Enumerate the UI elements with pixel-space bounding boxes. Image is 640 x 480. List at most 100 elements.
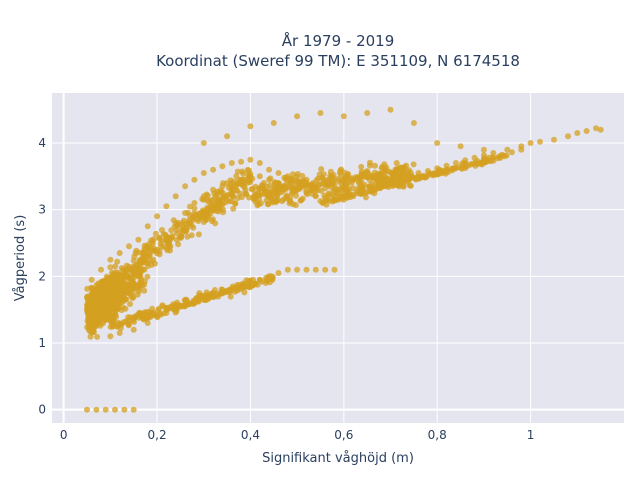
x-tick-label: 0,4 <box>241 428 260 442</box>
scatter-point <box>378 178 385 185</box>
scatter-point <box>164 245 170 252</box>
scatter-point <box>234 195 241 201</box>
scatter-point <box>407 182 414 189</box>
scatter-point <box>126 263 132 270</box>
scatter-point <box>191 205 198 212</box>
scatter-point <box>98 266 104 273</box>
scatter-point <box>224 192 231 199</box>
scatter-point <box>247 156 254 163</box>
scatter-point <box>471 160 478 166</box>
y-tick-label: 2 <box>38 269 46 283</box>
scatter-point <box>495 155 501 162</box>
scatter-point <box>377 170 384 177</box>
scatter-point <box>116 250 123 256</box>
y-tick-label: 4 <box>38 136 46 150</box>
scatter-point <box>452 160 459 166</box>
scatter-point <box>184 225 190 232</box>
scatter-point <box>471 154 478 161</box>
scatter-point <box>508 149 515 156</box>
scatter-point <box>228 180 235 186</box>
scatter-point <box>133 284 140 291</box>
x-tick-label: 1 <box>527 428 535 442</box>
scatter-point <box>205 210 212 217</box>
scatter-point <box>122 280 129 287</box>
data-points <box>84 106 604 413</box>
scatter-point <box>228 198 235 205</box>
scatter-point <box>266 166 273 173</box>
scatter-point <box>317 110 324 116</box>
scatter-point <box>230 205 237 212</box>
scatter-point <box>393 160 400 166</box>
scatter-point <box>322 185 329 192</box>
scatter-point <box>191 200 198 206</box>
scatter-point <box>186 220 193 227</box>
scatter-point <box>335 177 342 184</box>
scatter-point <box>434 140 441 146</box>
scatter-point <box>574 130 581 136</box>
scatter-point <box>179 220 186 226</box>
scatter-point <box>256 160 263 166</box>
scatter-point <box>266 273 273 280</box>
scatter-point <box>316 171 323 178</box>
scatter-point <box>462 157 469 164</box>
scatter-point <box>156 305 162 312</box>
scatter-point <box>214 198 221 205</box>
scatter-point <box>113 307 119 314</box>
scatter-point <box>137 265 144 272</box>
scatter-point <box>163 310 170 316</box>
scatter-point <box>410 120 417 126</box>
scatter-point <box>359 190 366 196</box>
scatter-point <box>368 181 375 188</box>
scatter-point <box>340 113 347 120</box>
scatter-point <box>208 197 215 204</box>
scatter-point <box>88 300 95 306</box>
scatter-point <box>345 178 352 185</box>
scatter-point <box>237 190 243 197</box>
scatter-point <box>139 311 146 318</box>
scatter-point <box>94 333 101 340</box>
scatter-point <box>228 160 235 166</box>
scatter-point <box>358 163 365 170</box>
x-axis-ticks: 0 0,2 0,4 0,6 0,8 1 <box>60 428 535 442</box>
scatter-point <box>263 190 270 197</box>
scatter-point <box>123 272 130 279</box>
scatter-point <box>452 165 459 172</box>
scatter-point <box>268 195 275 202</box>
scatter-point <box>270 120 277 126</box>
scatter-point <box>336 169 343 176</box>
scatter-point <box>228 286 235 293</box>
scatter-point <box>490 150 497 156</box>
scatter-point <box>387 180 394 186</box>
scatter-point <box>219 163 226 170</box>
scatter-point <box>504 146 511 153</box>
scatter-point <box>84 305 90 312</box>
scatter-point <box>294 113 301 120</box>
scatter-point <box>382 174 389 181</box>
scatter-point <box>275 270 282 276</box>
scatter-point <box>163 233 170 240</box>
scatter-point <box>247 280 254 286</box>
scatter-point <box>275 180 282 186</box>
scatter-point <box>191 300 198 306</box>
scatter-point <box>172 220 179 226</box>
scatter-point <box>238 176 245 183</box>
scatter-point <box>111 271 118 278</box>
scatter-point <box>551 136 557 143</box>
scatter-point <box>294 176 301 183</box>
scatter-point <box>127 301 133 307</box>
scatter-point <box>249 185 256 192</box>
scatter-point <box>266 279 273 286</box>
scatter-point <box>381 166 388 173</box>
scatter-point <box>308 187 314 194</box>
scatter-point <box>331 266 338 273</box>
scatter-point <box>250 194 257 201</box>
scatter-point <box>143 243 150 250</box>
scatter-point <box>210 186 217 193</box>
scatter-point <box>284 173 291 180</box>
scatter-point <box>234 168 241 175</box>
scatter-point <box>294 266 301 273</box>
scatter-point <box>144 260 151 266</box>
scatter-point <box>88 284 95 291</box>
scatter-point <box>212 220 219 227</box>
